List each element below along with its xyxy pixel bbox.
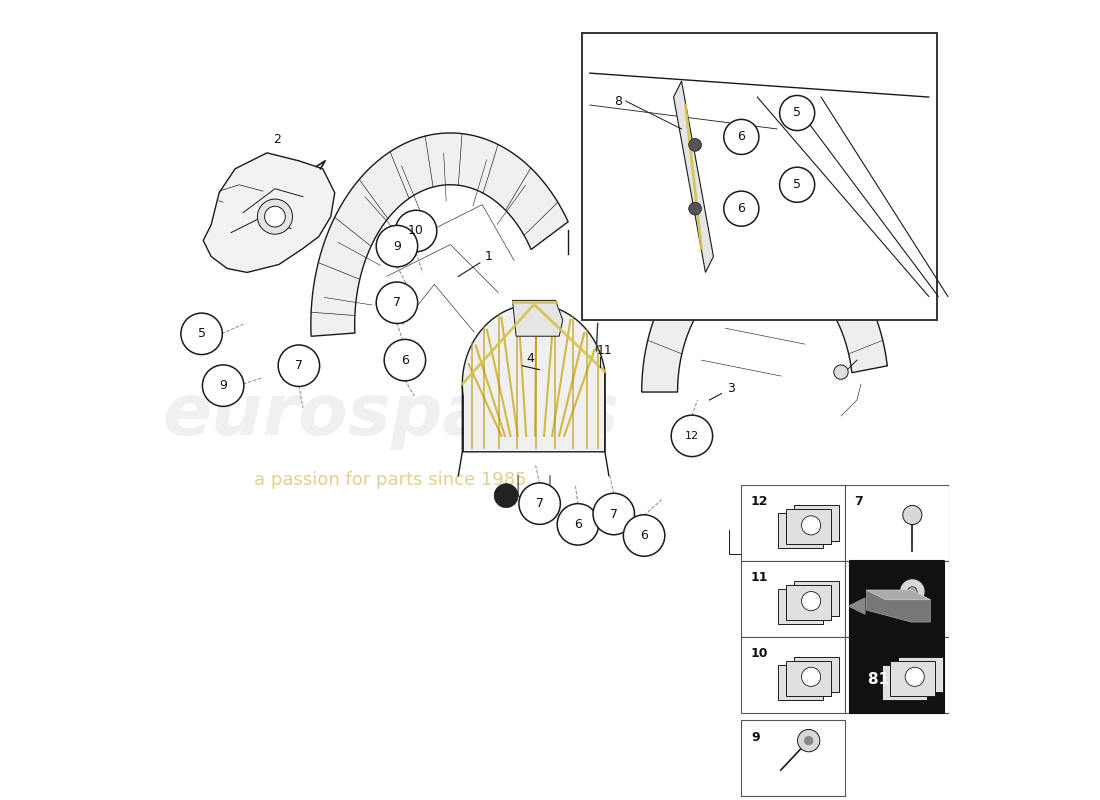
Circle shape — [908, 586, 917, 596]
Bar — [845, 486, 948, 561]
Text: 7: 7 — [536, 497, 543, 510]
Text: 10: 10 — [751, 647, 769, 660]
Bar — [779, 514, 823, 549]
Text: 6: 6 — [402, 354, 409, 366]
Polygon shape — [867, 590, 931, 600]
Circle shape — [257, 199, 293, 234]
Circle shape — [202, 365, 244, 406]
Circle shape — [395, 210, 437, 252]
Text: 6: 6 — [737, 130, 746, 143]
Circle shape — [689, 202, 702, 215]
Text: 2: 2 — [274, 134, 282, 146]
Circle shape — [376, 226, 418, 267]
Bar — [786, 585, 830, 620]
Text: 5: 5 — [793, 178, 801, 191]
Circle shape — [519, 483, 560, 524]
Text: 7: 7 — [855, 495, 864, 509]
Text: 5: 5 — [198, 327, 206, 340]
Bar — [741, 486, 845, 561]
Circle shape — [905, 667, 924, 686]
Bar — [582, 34, 937, 320]
Circle shape — [903, 506, 922, 525]
Text: 8: 8 — [614, 95, 622, 108]
Text: eurospares: eurospares — [162, 382, 619, 450]
Text: 11: 11 — [596, 344, 612, 357]
Bar — [794, 506, 839, 541]
Circle shape — [671, 415, 713, 457]
Circle shape — [802, 667, 821, 686]
Circle shape — [384, 339, 426, 381]
Circle shape — [724, 119, 759, 154]
Circle shape — [802, 516, 821, 535]
Circle shape — [689, 138, 702, 151]
Text: 11: 11 — [751, 571, 769, 584]
Text: 6: 6 — [574, 518, 582, 531]
Text: 5: 5 — [793, 106, 801, 119]
Text: 7: 7 — [295, 359, 302, 372]
Polygon shape — [311, 133, 568, 336]
Bar — [850, 561, 944, 713]
Circle shape — [834, 365, 848, 379]
Text: 9: 9 — [751, 730, 759, 744]
Text: 12: 12 — [685, 431, 698, 441]
Bar — [898, 657, 943, 692]
Text: 6: 6 — [640, 529, 648, 542]
Text: 9: 9 — [393, 240, 400, 253]
Text: 12: 12 — [751, 495, 769, 509]
Bar — [794, 581, 839, 616]
Circle shape — [265, 206, 285, 227]
Bar — [786, 510, 830, 545]
Bar — [779, 589, 823, 624]
Polygon shape — [849, 598, 865, 614]
Circle shape — [180, 313, 222, 354]
Circle shape — [494, 484, 518, 508]
Bar — [779, 665, 823, 700]
Text: 6: 6 — [855, 571, 864, 584]
Bar — [741, 721, 845, 796]
Circle shape — [593, 494, 635, 534]
Bar — [741, 637, 845, 713]
Circle shape — [798, 730, 820, 752]
Polygon shape — [641, 225, 888, 392]
Polygon shape — [513, 300, 563, 336]
Circle shape — [376, 282, 418, 323]
Bar — [890, 661, 935, 696]
Circle shape — [802, 591, 821, 610]
Text: 7: 7 — [393, 296, 400, 310]
Bar — [786, 661, 830, 696]
Polygon shape — [462, 304, 605, 452]
Text: 6: 6 — [737, 202, 746, 215]
Text: 4: 4 — [526, 352, 534, 365]
Bar — [882, 665, 926, 700]
Circle shape — [805, 737, 813, 745]
Text: 7: 7 — [609, 507, 618, 521]
Circle shape — [558, 504, 598, 545]
Text: 5: 5 — [855, 647, 864, 660]
Text: a passion for parts since 1985: a passion for parts since 1985 — [254, 470, 527, 489]
Bar — [845, 637, 948, 713]
Text: 1: 1 — [485, 250, 493, 262]
Circle shape — [780, 95, 815, 130]
Text: 3: 3 — [727, 382, 735, 395]
Text: 10: 10 — [408, 225, 424, 238]
Circle shape — [724, 191, 759, 226]
Polygon shape — [204, 153, 334, 273]
Bar — [794, 657, 839, 692]
Circle shape — [900, 578, 925, 604]
Circle shape — [278, 345, 320, 386]
Circle shape — [624, 515, 664, 556]
Bar — [741, 561, 845, 637]
Text: 9: 9 — [219, 379, 227, 392]
Circle shape — [780, 167, 815, 202]
Polygon shape — [867, 590, 931, 622]
Bar — [845, 561, 948, 637]
Text: 810 01: 810 01 — [868, 672, 926, 686]
Polygon shape — [673, 81, 714, 273]
